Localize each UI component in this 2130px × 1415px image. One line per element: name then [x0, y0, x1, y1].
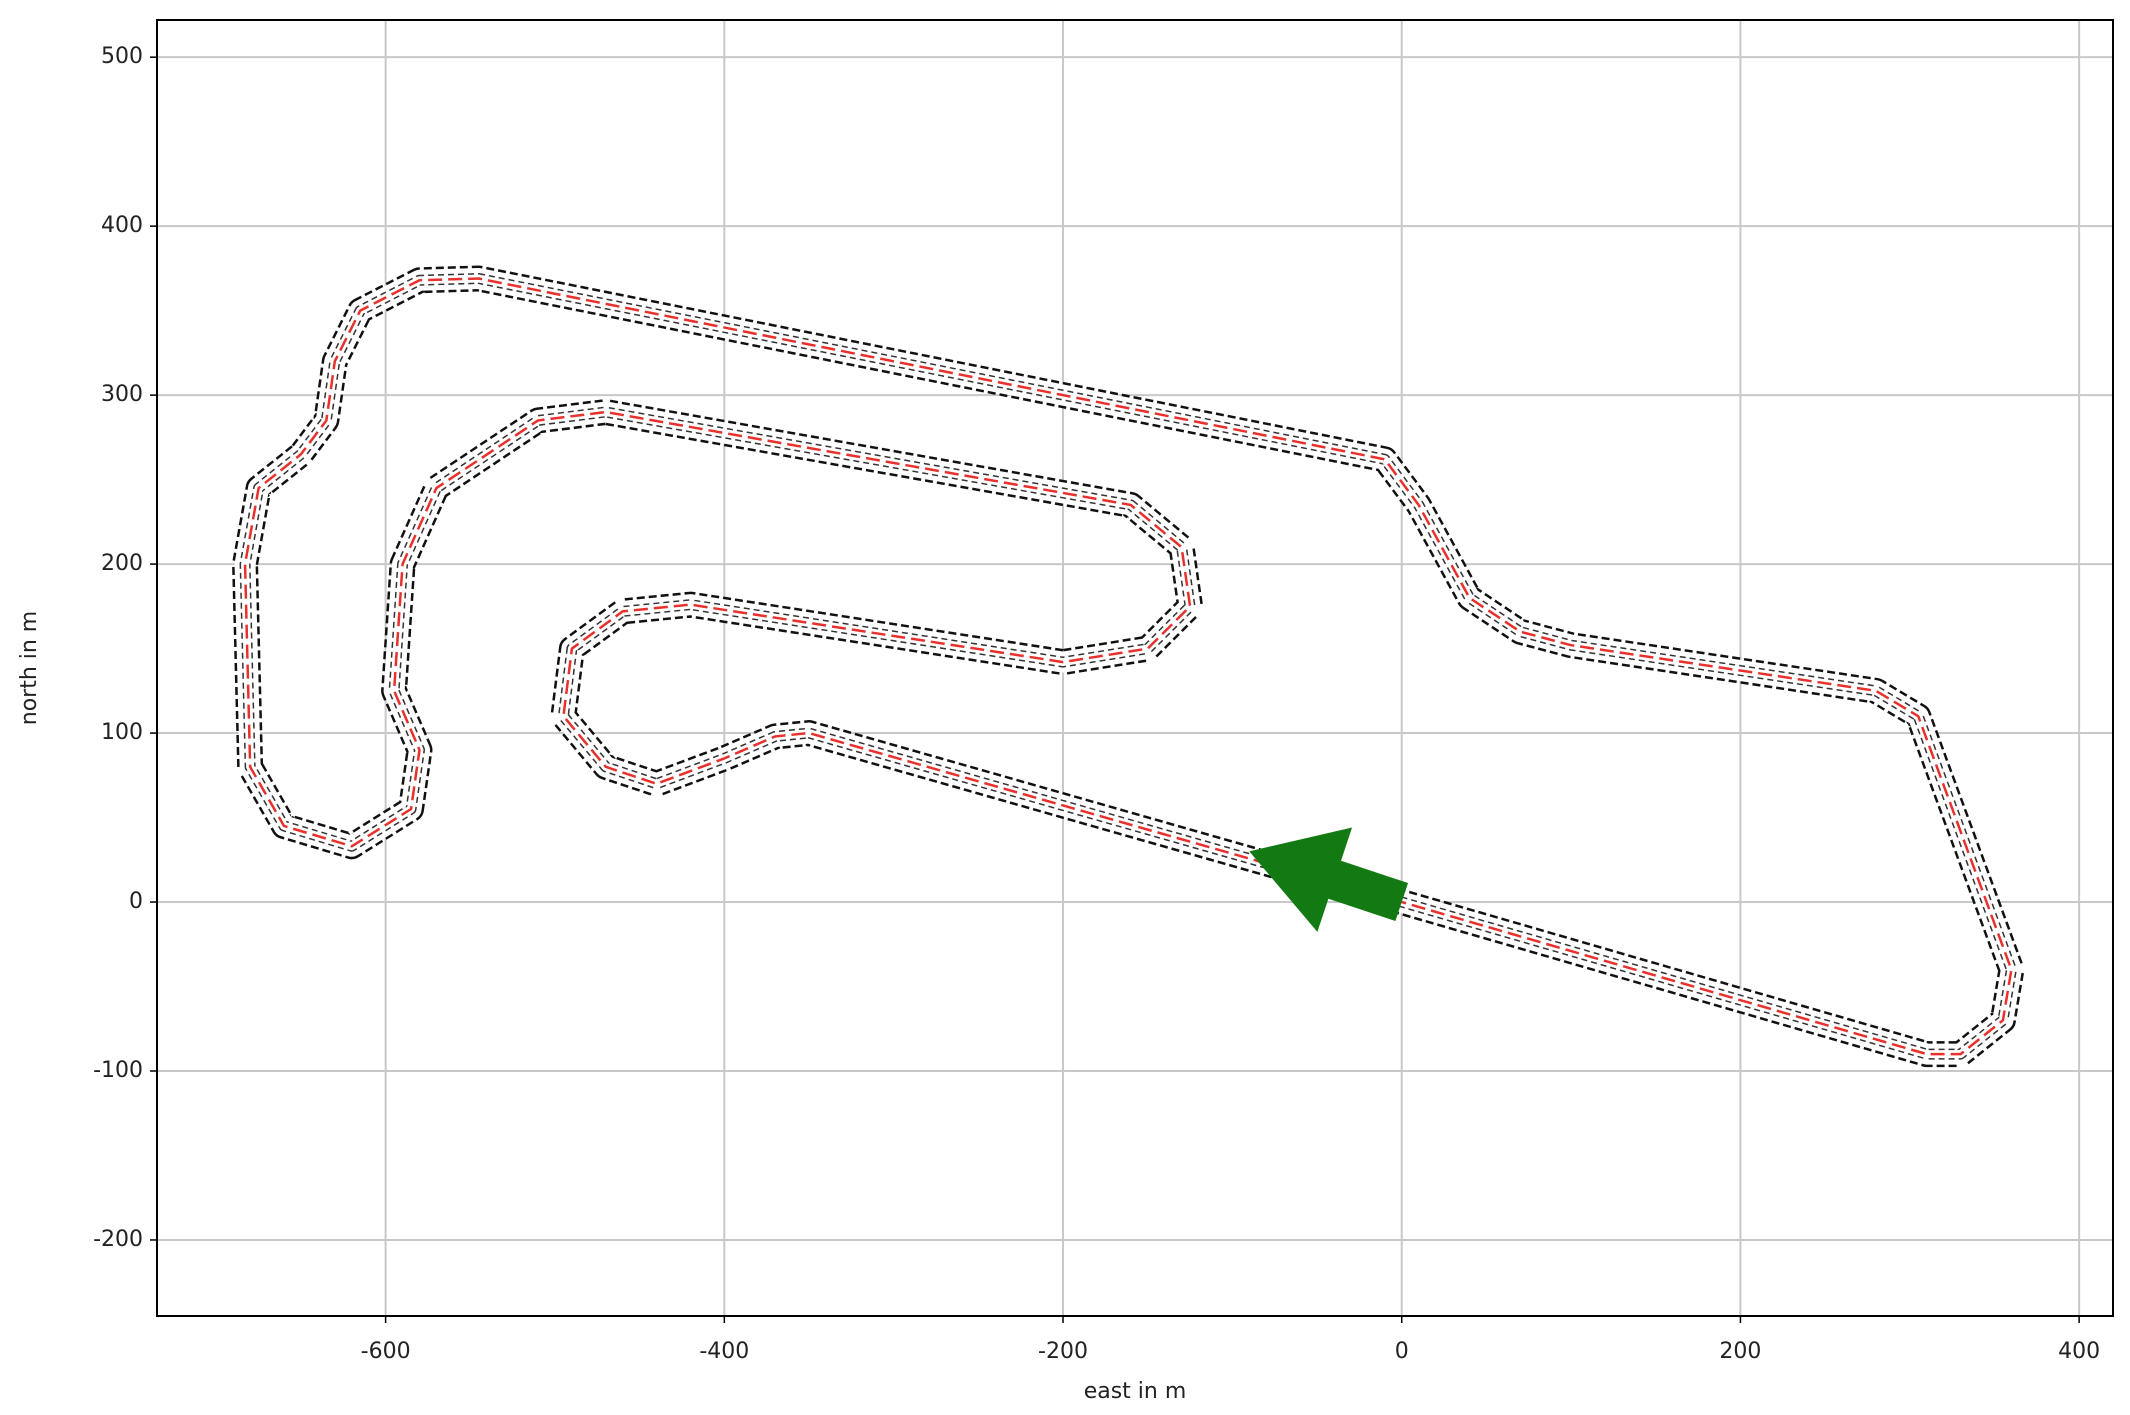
y-axis-label: north in m	[17, 611, 42, 726]
y-tick-label: 0	[129, 889, 143, 914]
y-tick-label: 100	[101, 720, 143, 745]
x-tick-label: -400	[699, 1339, 749, 1364]
x-tick-label: -600	[361, 1339, 411, 1364]
y-tick-label: 400	[101, 213, 143, 238]
y-tick-label: -200	[93, 1227, 143, 1252]
x-tick-label: 200	[1719, 1339, 1761, 1364]
y-tick-label: -100	[93, 1058, 143, 1083]
x-tick-label: 0	[1395, 1339, 1409, 1364]
x-tick-label: 400	[2058, 1339, 2100, 1364]
y-tick-label: 200	[101, 551, 143, 576]
x-tick-label: -200	[1038, 1339, 1088, 1364]
plot-frame	[156, 19, 2114, 1317]
x-axis-label: east in m	[1084, 1379, 1187, 1404]
y-tick-label: 500	[101, 44, 143, 69]
y-tick-label: 300	[101, 382, 143, 407]
centerline	[243, 277, 2013, 1056]
heading-arrow	[1249, 827, 1409, 932]
